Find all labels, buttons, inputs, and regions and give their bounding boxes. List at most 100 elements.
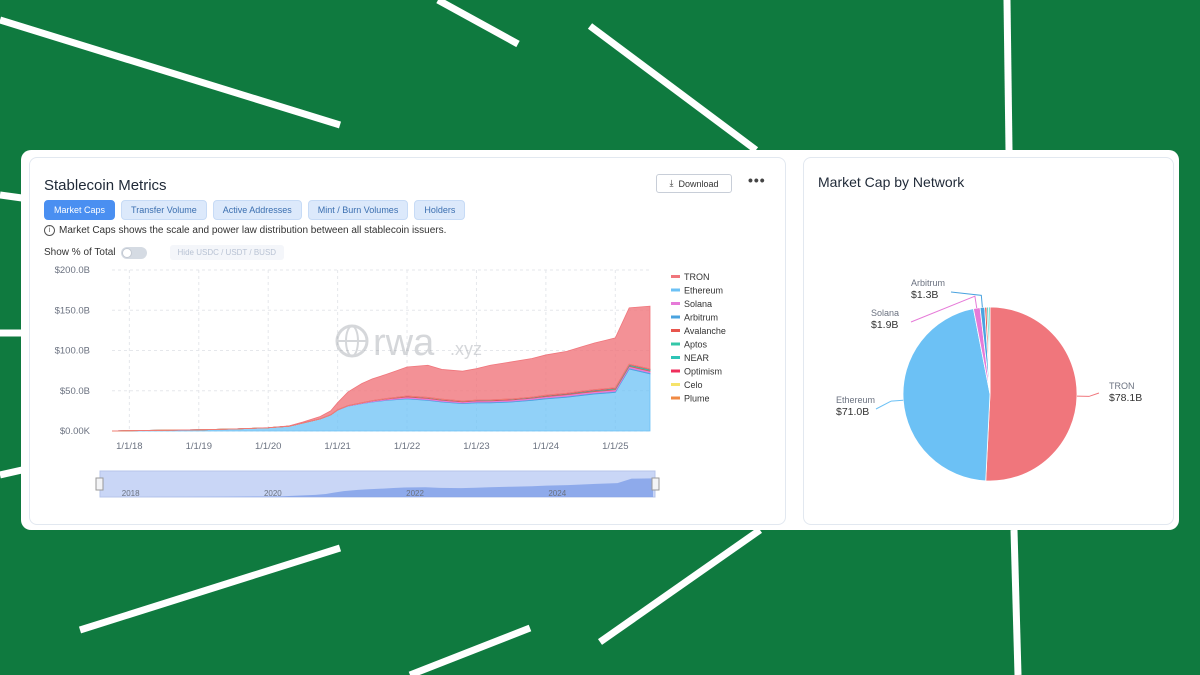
y-tick-label: $150.0B xyxy=(55,305,90,316)
area-tron xyxy=(111,305,651,432)
legend-swatch-arbitrum xyxy=(671,315,680,319)
legend-swatch-optimism xyxy=(671,369,680,373)
info-text: Market Caps shows the scale and power la… xyxy=(59,225,447,236)
legend-label-optimism[interactable]: Optimism xyxy=(684,367,722,377)
x-tick-label: 1/1/24 xyxy=(533,441,559,452)
pie-label-name-arbitrum: Arbitrum xyxy=(911,278,945,288)
legend-swatch-plume xyxy=(671,396,680,400)
x-tick-label: 1/1/22 xyxy=(394,441,420,452)
y-tick-label: $100.0B xyxy=(55,346,90,357)
legend-swatch-tron xyxy=(671,275,680,278)
chart-areas xyxy=(111,305,651,432)
x-tick-label: 1/1/21 xyxy=(324,441,350,452)
x-tick-label: 1/1/25 xyxy=(602,441,628,452)
background-ray xyxy=(597,527,763,645)
y-tick-label: $50.0B xyxy=(60,386,90,397)
y-tick-label: $0.00K xyxy=(60,426,91,437)
legend-label-avalanche[interactable]: Avalanche xyxy=(684,326,726,336)
legend-label-ethereum[interactable]: Ethereum xyxy=(684,286,723,296)
legend-swatch-solana xyxy=(671,302,680,305)
x-tick-label: 1/1/23 xyxy=(463,441,489,452)
x-tick-label: 1/1/20 xyxy=(255,441,281,452)
navigator-year-label: 2024 xyxy=(548,489,566,498)
legend-label-aptos[interactable]: Aptos xyxy=(684,340,708,350)
legend-label-plume[interactable]: Plume xyxy=(684,394,710,404)
background-ray xyxy=(587,23,759,153)
pie-slice-tron[interactable] xyxy=(985,306,1078,482)
pie-connector-arbitrum xyxy=(950,291,983,308)
toggle-knob xyxy=(121,247,132,258)
y-axis: $0.00K $50.0B $100.0B $150.0B $200.0B xyxy=(55,265,91,437)
background-ray xyxy=(436,0,520,48)
chart-legend: TRON Ethereum Solana Arbitrum Avalanche Aptos… xyxy=(671,272,726,404)
legend-label-near[interactable]: NEAR xyxy=(684,353,710,363)
background-ray xyxy=(1010,529,1022,675)
watermark-text: rwa xyxy=(373,322,435,364)
toggle-label: Show % of Total xyxy=(44,247,116,258)
legend-swatch-avalanche xyxy=(671,329,680,332)
x-tick-label: 1/1/19 xyxy=(186,441,212,452)
navigator-area xyxy=(102,478,653,497)
navigator-left-handle[interactable] xyxy=(95,477,104,491)
x-axis: 1/1/18 1/1/19 1/1/20 1/1/21 1/1/22 1/1/23 1/1/… xyxy=(116,441,628,452)
hide-stablecoins-button[interactable]: Hide USDC / USDT / BUSD xyxy=(169,245,285,260)
pie-slice-ethereum[interactable] xyxy=(902,308,991,482)
legend-label-solana[interactable]: Solana xyxy=(684,299,712,309)
pie-label-name-ethereum: Ethereum xyxy=(836,395,875,405)
percent-toggle[interactable] xyxy=(120,246,147,259)
navigator-year-label: 2020 xyxy=(264,489,282,498)
tab-transfer-volume[interactable]: Transfer Volume xyxy=(121,200,207,220)
stablecoin-metrics-panel: Stablecoin Metrics ⤓ Download ••• Market… xyxy=(29,157,786,525)
watermark-globe-meridian xyxy=(345,325,359,357)
pie-connector-solana xyxy=(910,295,978,323)
download-label: Download xyxy=(678,178,719,189)
legend-label-celo[interactable]: Celo xyxy=(684,380,703,390)
x-tick-label: 1/1/18 xyxy=(116,441,142,452)
download-icon: ⤓ xyxy=(669,178,674,189)
legend-label-tron[interactable]: TRON xyxy=(684,272,710,282)
pie-label-name-tron: TRON xyxy=(1109,381,1135,391)
watermark: rwa .xyz xyxy=(335,322,482,364)
background-ray xyxy=(0,466,23,479)
legend-swatch-celo xyxy=(671,383,680,386)
range-navigator[interactable]: 2018 2020 2022 2024 xyxy=(30,469,770,501)
legend-swatch-near xyxy=(671,356,680,359)
more-options-button[interactable]: ••• xyxy=(748,172,766,188)
pie-label-name-solana: Solana xyxy=(871,308,899,318)
pie-connector-tron xyxy=(1076,392,1100,397)
tab-market-caps[interactable]: Market Caps xyxy=(44,200,116,220)
panel-title: Stablecoin Metrics xyxy=(44,177,167,194)
tab-active-addresses[interactable]: Active Addresses xyxy=(212,200,302,220)
watermark-globe-icon xyxy=(335,324,369,358)
toggle-row: Show % of Total Hide USDC / USDT / BUSD xyxy=(44,245,285,260)
info-row: i Market Caps shows the scale and power … xyxy=(44,225,446,236)
metric-tabs: Market Caps Transfer Volume Active Addre… xyxy=(44,200,466,220)
market-cap-pie-chart: TRON$78.1B Ethereum$71.0B Solana$1.9B Arbit… xyxy=(836,278,1142,482)
y-tick-label: $200.0B xyxy=(55,265,90,276)
tab-holders[interactable]: Holders xyxy=(414,200,466,220)
pie-connector-ethereum xyxy=(875,399,904,410)
pie-slice-near[interactable] xyxy=(988,306,991,395)
info-icon: i xyxy=(44,225,55,236)
background-ray xyxy=(78,544,342,634)
background-ray xyxy=(0,191,23,202)
pie-label-value-ethereum: $71.0B xyxy=(836,406,869,418)
navigator-labels: 2018 2020 2022 2024 xyxy=(122,489,567,498)
market-cap-area-chart: $0.00K $50.0B $100.0B $150.0B $200.0B 1/1/18… xyxy=(55,265,726,452)
legend-swatch-ethereum xyxy=(671,288,680,292)
watermark-suffix: .xyz xyxy=(450,339,482,359)
background-ray xyxy=(408,624,532,675)
navigator-right-handle[interactable] xyxy=(651,477,660,491)
navigator-year-label: 2018 xyxy=(122,489,140,498)
download-button[interactable]: ⤓ Download xyxy=(656,174,732,193)
background-ray xyxy=(1003,0,1013,151)
market-cap-by-network-panel: Market Cap by Network TRON $78.1B Ethereum… xyxy=(803,157,1174,525)
panel-title: Market Cap by Network xyxy=(818,174,965,190)
pie-label-value-tron: $78.1B xyxy=(1109,392,1142,404)
pie-label-value-arbitrum: $1.3B xyxy=(911,289,938,301)
pie-label-value-solana: $1.9B xyxy=(871,319,898,331)
legend-label-arbitrum[interactable]: Arbitrum xyxy=(684,313,718,323)
tab-mint-burn-volumes[interactable]: Mint / Burn Volumes xyxy=(307,200,409,220)
legend-swatch-aptos xyxy=(671,342,680,346)
